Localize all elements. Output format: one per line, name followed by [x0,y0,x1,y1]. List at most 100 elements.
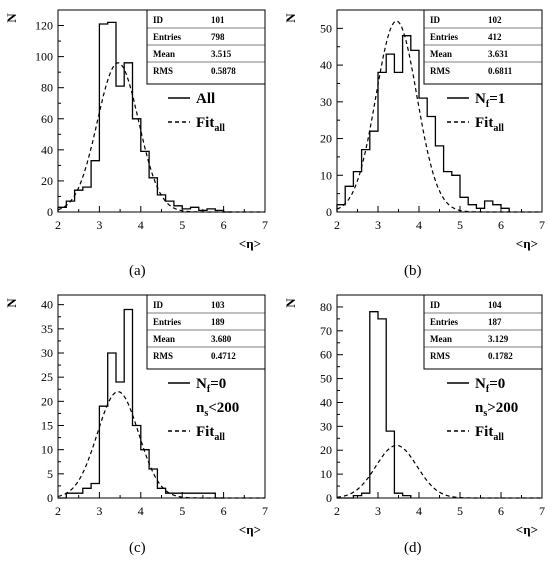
x-tick-label: 6 [498,218,504,232]
x-tick-label: 4 [416,504,422,518]
stats-box [146,294,266,370]
y-axis-label: N [283,298,298,308]
panel-d-caption: (d) [404,540,422,556]
stats-key: Entries [153,317,181,327]
legend-suffix: =0 [489,376,505,392]
y-axis-label: N [4,298,19,308]
x-tick-label: 3 [375,218,381,232]
panel-b-caption: (b) [404,263,422,279]
y-tick-label: 0 [47,205,53,219]
legend-main: Fit [475,115,493,131]
y-tick-label: 100 [35,50,53,64]
y-axis-label: N [4,13,19,23]
y-tick-label: 15 [41,419,53,433]
panel-b: 2 3 4 5 6 7 0 10 20 30 40 50 N <η> ID 102 Entries 412 Mean… [283,9,545,251]
stats-value: 102 [488,15,502,25]
legend-main: Fit [196,424,214,440]
stats-value: 187 [488,317,502,327]
x-tick-label: 7 [262,218,268,232]
x-tick-label: 3 [96,218,102,232]
fit-curve [336,444,542,499]
y-tick-label: 60 [41,112,53,126]
x-tick-label: 7 [539,218,545,232]
stats-value: 3.515 [211,49,232,59]
stats-value: 3.631 [488,49,509,59]
y-tick-label: 40 [320,395,332,409]
legend-label: Fitall [196,424,225,443]
legend-subscript: all [214,123,225,134]
stats-box [423,9,543,85]
panel-c-caption: (c) [129,540,146,556]
histogram-line [58,308,224,499]
stats-value: 101 [211,15,225,25]
x-tick-label: 4 [416,218,422,232]
y-tick-label: 70 [320,324,332,338]
stats-key: Mean [153,334,175,344]
legend-main: All [196,91,215,107]
legend-subscript: f [207,384,211,395]
legend-label: Fitall [475,424,504,443]
histogram-line [336,35,510,212]
stats-value: 0.1782 [488,351,513,361]
stats-key: Mean [430,334,452,344]
stats-key: Mean [430,49,452,59]
stats-box [423,294,543,370]
legend-label: Fitall [196,115,225,134]
legend-label: Nf=1 [475,91,505,110]
y-tick-label: 30 [41,346,53,360]
y-tick-label: 25 [41,370,53,384]
x-tick-label: 5 [179,218,185,232]
stats-value: 189 [211,317,225,327]
stats-key: Entries [430,32,458,42]
fit-curve [336,20,542,213]
y-tick-label: 10 [41,443,53,457]
legend-label: ns<200 [196,400,239,419]
y-tick-label: 5 [47,467,53,481]
legend-subscript: s [483,408,487,419]
x-axis-label: <η> [239,522,261,537]
legend-suffix: =0 [210,376,226,392]
fit-curve [57,391,265,499]
stats-value: 0.6811 [488,66,513,76]
y-tick-label: 50 [320,372,332,386]
panel-a: 2 3 4 5 6 7 0 20 40 60 80 100 120 N <η> ID 101 Entries 798… [4,9,268,251]
legend-main: N [475,91,486,107]
stats-value: 0.5878 [211,66,236,76]
stats-box [146,9,266,85]
x-tick-label: 5 [457,504,463,518]
x-tick-label: 3 [96,504,102,518]
x-tick-label: 4 [138,218,144,232]
legend-subscript: s [204,408,208,419]
panel-c: 2 3 4 5 6 7 0 5 10 15 20 25 30 35 40 N <η> ID 103 Entries 18… [4,294,268,537]
histogram-line [337,311,412,499]
stats-value: 3.680 [211,334,232,344]
x-tick-label: 2 [55,218,61,232]
fit-curve [57,62,265,213]
legend-label: Fitall [475,115,504,134]
x-tick-label: 6 [221,504,227,518]
y-tick-label: 0 [326,205,332,219]
x-tick-label: 6 [221,218,227,232]
y-axis-label: N [283,13,298,23]
stats-key: Entries [430,317,458,327]
x-tick-label: 7 [539,504,545,518]
legend-label: ns>200 [475,400,518,419]
legend-label: All [196,91,215,107]
stats-key: Mean [153,49,175,59]
stats-key: RMS [153,66,173,76]
legend-label: Nf=0 [475,376,505,395]
legend-subscript: f [486,99,490,110]
stats-key: RMS [430,351,450,361]
y-tick-label: 30 [320,419,332,433]
y-tick-label: 10 [320,467,332,481]
legend-main: Fit [475,424,493,440]
y-tick-label: 40 [320,58,332,72]
legend-main: n [475,400,484,416]
legend-main: n [196,400,205,416]
x-axis-label: <η> [516,522,538,537]
stats-key: ID [153,15,164,25]
x-tick-label: 5 [457,218,463,232]
y-tick-label: 20 [320,132,332,146]
stats-key: ID [430,15,441,25]
